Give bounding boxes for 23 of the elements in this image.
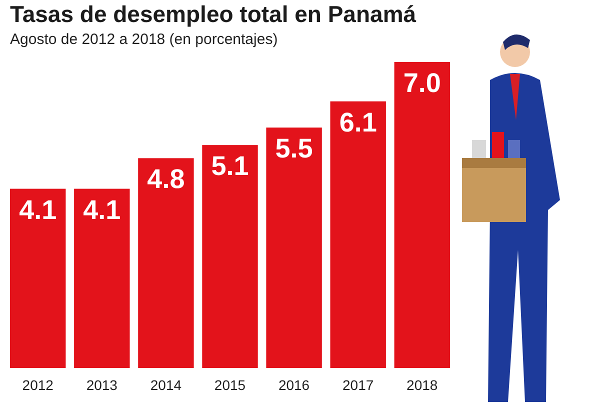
x-tick-label: 2015 (214, 377, 246, 393)
x-tick-label: 2012 (22, 377, 54, 393)
bar (202, 145, 258, 368)
bar (330, 101, 386, 368)
data-label: 4.1 (19, 194, 57, 225)
data-label: 7.0 (403, 68, 441, 98)
data-label: 4.8 (147, 164, 185, 194)
chart-title: Tasas de desempleo total en Panamá (10, 1, 416, 27)
data-label: 5.5 (275, 134, 313, 164)
bar (394, 62, 450, 368)
x-tick-label: 2014 (150, 377, 182, 393)
x-tick-label: 2017 (342, 377, 374, 393)
x-tick-label: 2018 (406, 377, 438, 393)
data-label: 5.1 (211, 151, 249, 182)
bar (74, 188, 130, 368)
x-tick-label: 2013 (86, 377, 118, 393)
bar (138, 158, 194, 368)
chart-subtitle: Agosto de 2012 a 2018 (en porcentajes) (10, 31, 278, 48)
data-label: 6.1 (339, 107, 377, 138)
bar (10, 188, 66, 368)
bar (266, 128, 322, 368)
x-tick-label: 2016 (278, 377, 310, 393)
data-label: 4.1 (83, 194, 121, 225)
